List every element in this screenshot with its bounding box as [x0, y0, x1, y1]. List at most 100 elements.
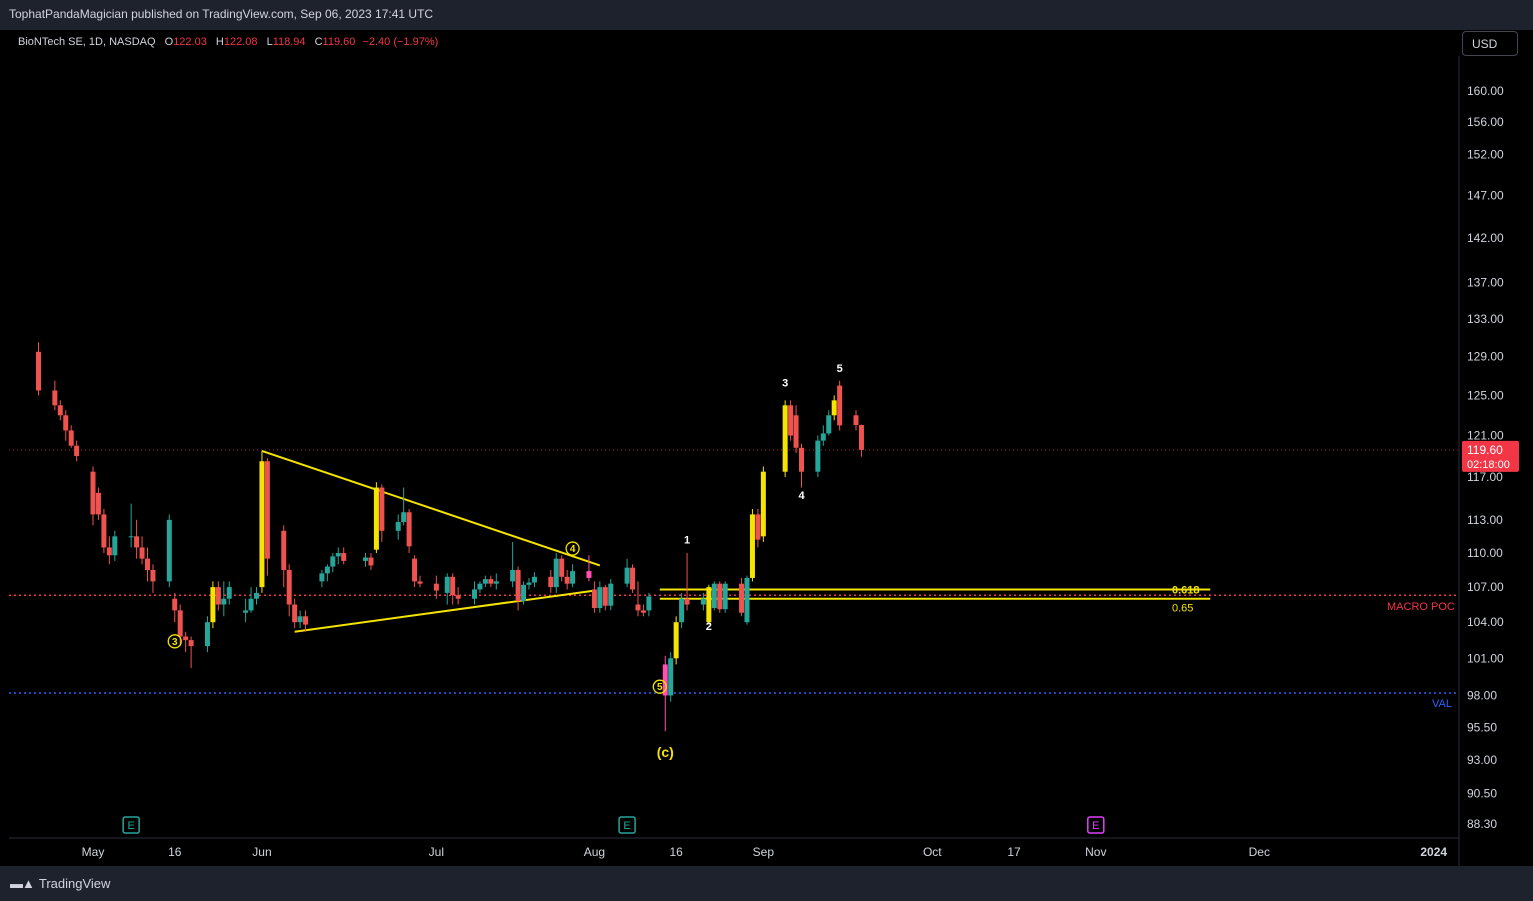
candle-body: [226, 587, 232, 599]
high-label: H: [215, 36, 224, 48]
candle-body: [74, 445, 80, 457]
triangle-trendline: [261, 449, 601, 567]
tradingview-mark-icon: ▬▲: [10, 876, 35, 891]
wave-label: 3: [782, 378, 788, 390]
candle-body: [553, 558, 559, 588]
wave-circle: [652, 679, 667, 694]
candle-body: [335, 553, 341, 557]
earnings-label: E: [1092, 820, 1099, 832]
time-tick-label: Nov: [1085, 845, 1106, 859]
candle-body: [570, 571, 576, 584]
candle-body: [63, 415, 69, 431]
earnings-icon: [618, 816, 636, 834]
earnings-icon: [1087, 816, 1105, 834]
candle-body: [782, 405, 788, 472]
price-tick-label: 129.00: [1467, 350, 1504, 364]
time-tick-label: 17: [1007, 845, 1021, 859]
time-tick-label: Dec: [1249, 845, 1270, 859]
candle-body: [455, 595, 461, 599]
price-tick-label: 137.00: [1467, 275, 1504, 289]
wave-label: 4: [798, 490, 805, 502]
candle-body: [128, 536, 134, 538]
candle-body: [853, 415, 859, 426]
candle-body: [406, 512, 412, 547]
candle-body: [112, 536, 118, 556]
tradingview-logo[interactable]: ▬▲ TradingView: [10, 876, 110, 891]
candle-body: [379, 487, 385, 531]
candle-body: [177, 610, 183, 637]
candle-body: [493, 581, 499, 584]
time-tick-label: Jul: [429, 845, 444, 859]
candle-body: [722, 583, 728, 610]
candle-body: [586, 571, 592, 578]
candle-body: [668, 658, 674, 696]
wave-circle: [565, 541, 580, 556]
wave-label-c: (c): [657, 744, 674, 760]
price-tag-box: [1462, 440, 1519, 472]
candle-body: [515, 569, 521, 602]
candle-body: [640, 610, 646, 613]
candle-body: [684, 598, 690, 605]
candle-body: [324, 566, 330, 574]
fib-65-label: 0.65: [1172, 603, 1193, 615]
candle-body: [417, 581, 423, 584]
macro-poc-label: MACRO POC: [1387, 601, 1455, 613]
price-tick-label: 156.00: [1467, 115, 1504, 129]
price-tick-label: 107.00: [1467, 580, 1504, 594]
time-tick-label: Aug: [584, 845, 605, 859]
price-tick-label: 147.00: [1467, 188, 1504, 202]
wave-label-circled: 5: [657, 682, 663, 693]
price-tick-label: 117.00: [1467, 470, 1503, 484]
candle-body: [101, 514, 107, 548]
wave-label-circled: 4: [570, 544, 576, 555]
candle-body: [739, 583, 745, 613]
candle-body: [330, 556, 336, 567]
price-tag-value: 119.60: [1467, 443, 1503, 457]
candle-body: [90, 471, 96, 515]
price-tag-countdown: 02:18:00: [1467, 459, 1510, 471]
earnings-label: E: [127, 820, 134, 832]
price-tick-label: 88.30: [1467, 817, 1497, 831]
price-tick-label: 160.00: [1467, 84, 1504, 98]
candle-body: [820, 433, 826, 441]
candle-body: [799, 447, 804, 472]
footer-bar: [0, 866, 1533, 901]
candle-body: [831, 400, 837, 416]
candle-body: [433, 583, 439, 591]
candle-body: [150, 569, 156, 582]
candle-body: [531, 576, 537, 583]
candle-body: [548, 576, 554, 588]
wave-label: 5: [837, 363, 843, 375]
candle-body: [482, 579, 488, 584]
currency-button[interactable]: USD: [1462, 31, 1518, 56]
price-tick-label: 104.00: [1467, 615, 1504, 629]
price-tick-label: 93.00: [1467, 753, 1497, 767]
price-tick-label: 90.50: [1467, 787, 1497, 801]
price-tick-label: 95.50: [1467, 720, 1497, 734]
close-value: 119.60: [322, 36, 356, 48]
open-label: O: [164, 36, 174, 48]
candle-body: [68, 430, 74, 446]
price-tick-label: 110.00: [1467, 546, 1503, 560]
close-label: C: [314, 36, 323, 48]
candle-body: [472, 589, 477, 599]
chart-area[interactable]: [9, 30, 1524, 866]
candle-body: [815, 440, 821, 472]
candle-body: [646, 596, 652, 611]
candle-body: [635, 604, 641, 611]
low-label: L: [266, 36, 273, 48]
candle-body: [215, 587, 221, 605]
candle-body: [188, 640, 194, 647]
candle-body: [711, 583, 717, 609]
symbol-name: BioNTech SE, 1D, NASDAQ: [18, 36, 156, 48]
tradingview-logo-text: TradingView: [38, 876, 111, 891]
time-tick-label: 16: [168, 845, 182, 859]
low-value: 118.94: [272, 36, 306, 48]
candle-body: [597, 587, 603, 609]
candle-body: [297, 616, 303, 623]
candle-body: [826, 415, 832, 434]
candle-body: [662, 664, 668, 696]
price-tick-label: 98.00: [1467, 688, 1497, 702]
candle-body: [591, 589, 597, 609]
